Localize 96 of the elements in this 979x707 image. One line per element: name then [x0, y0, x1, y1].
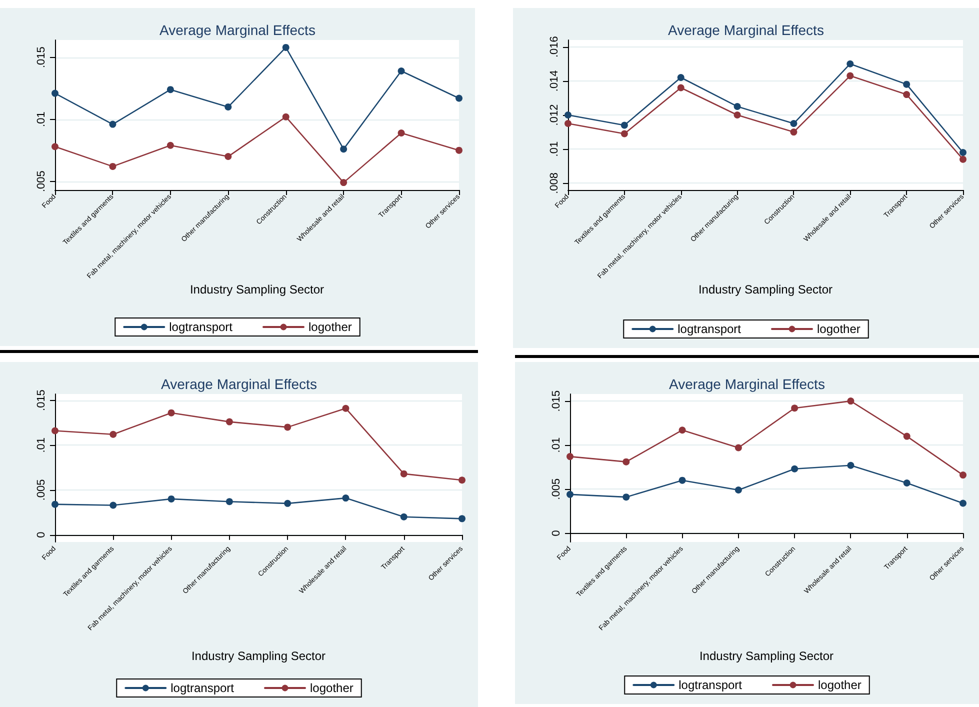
point [398, 129, 405, 136]
point [566, 453, 574, 460]
y-tick-label: .01 [550, 437, 562, 453]
point [282, 44, 290, 51]
x-axis-title: Industry Sampling Sector [191, 649, 326, 663]
chart-title: Average Marginal Effects [669, 376, 825, 392]
legend-label: logtransport [170, 681, 235, 695]
point [678, 476, 686, 484]
point [168, 409, 175, 416]
chart-title: Average Marginal Effects [668, 22, 824, 38]
point [903, 432, 910, 440]
point [960, 500, 966, 507]
point [400, 513, 408, 520]
point [678, 426, 686, 434]
y-tick-label: .016 [548, 36, 560, 58]
legend-label: logtransport [678, 678, 743, 692]
point [166, 86, 174, 94]
point [960, 472, 966, 479]
point [622, 494, 630, 501]
point [847, 398, 854, 405]
y-tick-label: .015 [36, 46, 48, 68]
point [734, 102, 741, 110]
point [52, 500, 58, 508]
point [791, 404, 798, 412]
point [456, 94, 462, 102]
point [226, 418, 233, 426]
point [790, 128, 798, 136]
legend-label: logother [817, 322, 860, 336]
y-tick-label: 0 [36, 532, 48, 538]
point [52, 427, 58, 434]
point [458, 476, 466, 484]
legend-label: logother [308, 320, 352, 334]
point [398, 67, 405, 74]
point [282, 113, 290, 120]
point [224, 153, 232, 160]
point [620, 122, 628, 129]
point [734, 486, 742, 494]
point [677, 84, 684, 92]
point [734, 112, 741, 118]
y-tick-label: .01 [36, 437, 48, 453]
point [340, 146, 348, 153]
point [168, 495, 175, 502]
y-tick-label: .01 [548, 141, 560, 157]
point [734, 444, 742, 452]
point [284, 424, 292, 431]
point [903, 479, 910, 486]
point [622, 458, 630, 466]
point [677, 74, 684, 81]
point [846, 72, 854, 80]
point [846, 60, 854, 68]
legend-label: logother [818, 678, 862, 692]
point [791, 465, 798, 472]
point [166, 142, 174, 149]
chart-title: Average Marginal Effects [160, 22, 316, 38]
point [847, 462, 854, 469]
point [620, 130, 628, 138]
point [564, 112, 572, 118]
point [284, 500, 292, 507]
point [566, 490, 574, 498]
point [226, 498, 233, 506]
point [456, 146, 462, 154]
point [110, 502, 117, 509]
point [110, 430, 117, 438]
point [458, 515, 466, 522]
point [960, 149, 966, 156]
y-tick-label: 0 [550, 530, 562, 536]
x-axis-title: Industry Sampling Sector [190, 282, 324, 296]
y-tick-label: .01 [36, 112, 48, 127]
point [109, 162, 116, 170]
x-axis-title: Industry Sampling Sector [698, 282, 833, 296]
y-tick-label: .015 [550, 390, 562, 412]
point [790, 120, 798, 128]
chart-title: Average Marginal Effects [161, 376, 317, 392]
point [564, 120, 572, 128]
legend-label: logother [310, 681, 354, 695]
point [903, 91, 910, 98]
y-tick-label: .005 [550, 478, 562, 500]
legend-label: logtransport [678, 322, 742, 336]
point [109, 120, 116, 128]
point [342, 404, 350, 412]
point [52, 143, 58, 150]
legend-label: logtransport [169, 320, 234, 334]
x-axis-title: Industry Sampling Sector [699, 649, 834, 663]
y-tick-label: .005 [36, 170, 48, 192]
point [340, 179, 348, 186]
y-tick-label: .008 [548, 172, 560, 194]
point [52, 90, 58, 97]
y-tick-label: .012 [548, 104, 560, 126]
point [224, 103, 232, 110]
y-tick-label: .015 [36, 390, 48, 411]
point [960, 156, 966, 163]
point [400, 470, 408, 478]
point [342, 494, 350, 502]
y-tick-label: .005 [36, 479, 48, 501]
y-tick-label: .014 [548, 70, 560, 92]
point [903, 80, 910, 88]
